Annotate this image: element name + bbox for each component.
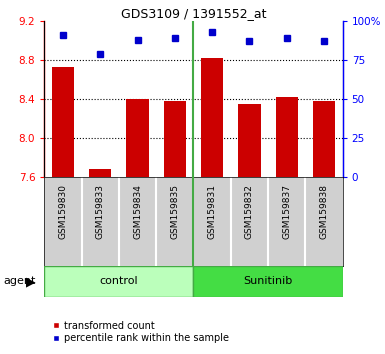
Bar — [194, 266, 343, 297]
Bar — [89, 169, 111, 177]
Bar — [276, 97, 298, 177]
Text: GSM159837: GSM159837 — [282, 184, 291, 239]
Text: agent: agent — [4, 276, 36, 286]
Bar — [44, 266, 194, 297]
Text: Sunitinib: Sunitinib — [243, 276, 293, 286]
Text: GSM159830: GSM159830 — [59, 184, 67, 239]
Text: GSM159832: GSM159832 — [245, 184, 254, 239]
Text: GSM159833: GSM159833 — [96, 184, 105, 239]
Bar — [52, 67, 74, 177]
Legend: transformed count, percentile rank within the sample: transformed count, percentile rank withi… — [49, 317, 233, 347]
Bar — [201, 58, 223, 177]
Text: GSM159831: GSM159831 — [208, 184, 217, 239]
Bar — [238, 104, 261, 177]
Text: ▶: ▶ — [26, 275, 36, 288]
Text: GSM159838: GSM159838 — [320, 184, 328, 239]
Text: GSM159834: GSM159834 — [133, 184, 142, 239]
Title: GDS3109 / 1391552_at: GDS3109 / 1391552_at — [121, 7, 266, 20]
Text: GSM159835: GSM159835 — [170, 184, 179, 239]
Bar — [164, 101, 186, 177]
Bar — [313, 101, 335, 177]
Bar — [126, 99, 149, 177]
Text: control: control — [100, 276, 138, 286]
